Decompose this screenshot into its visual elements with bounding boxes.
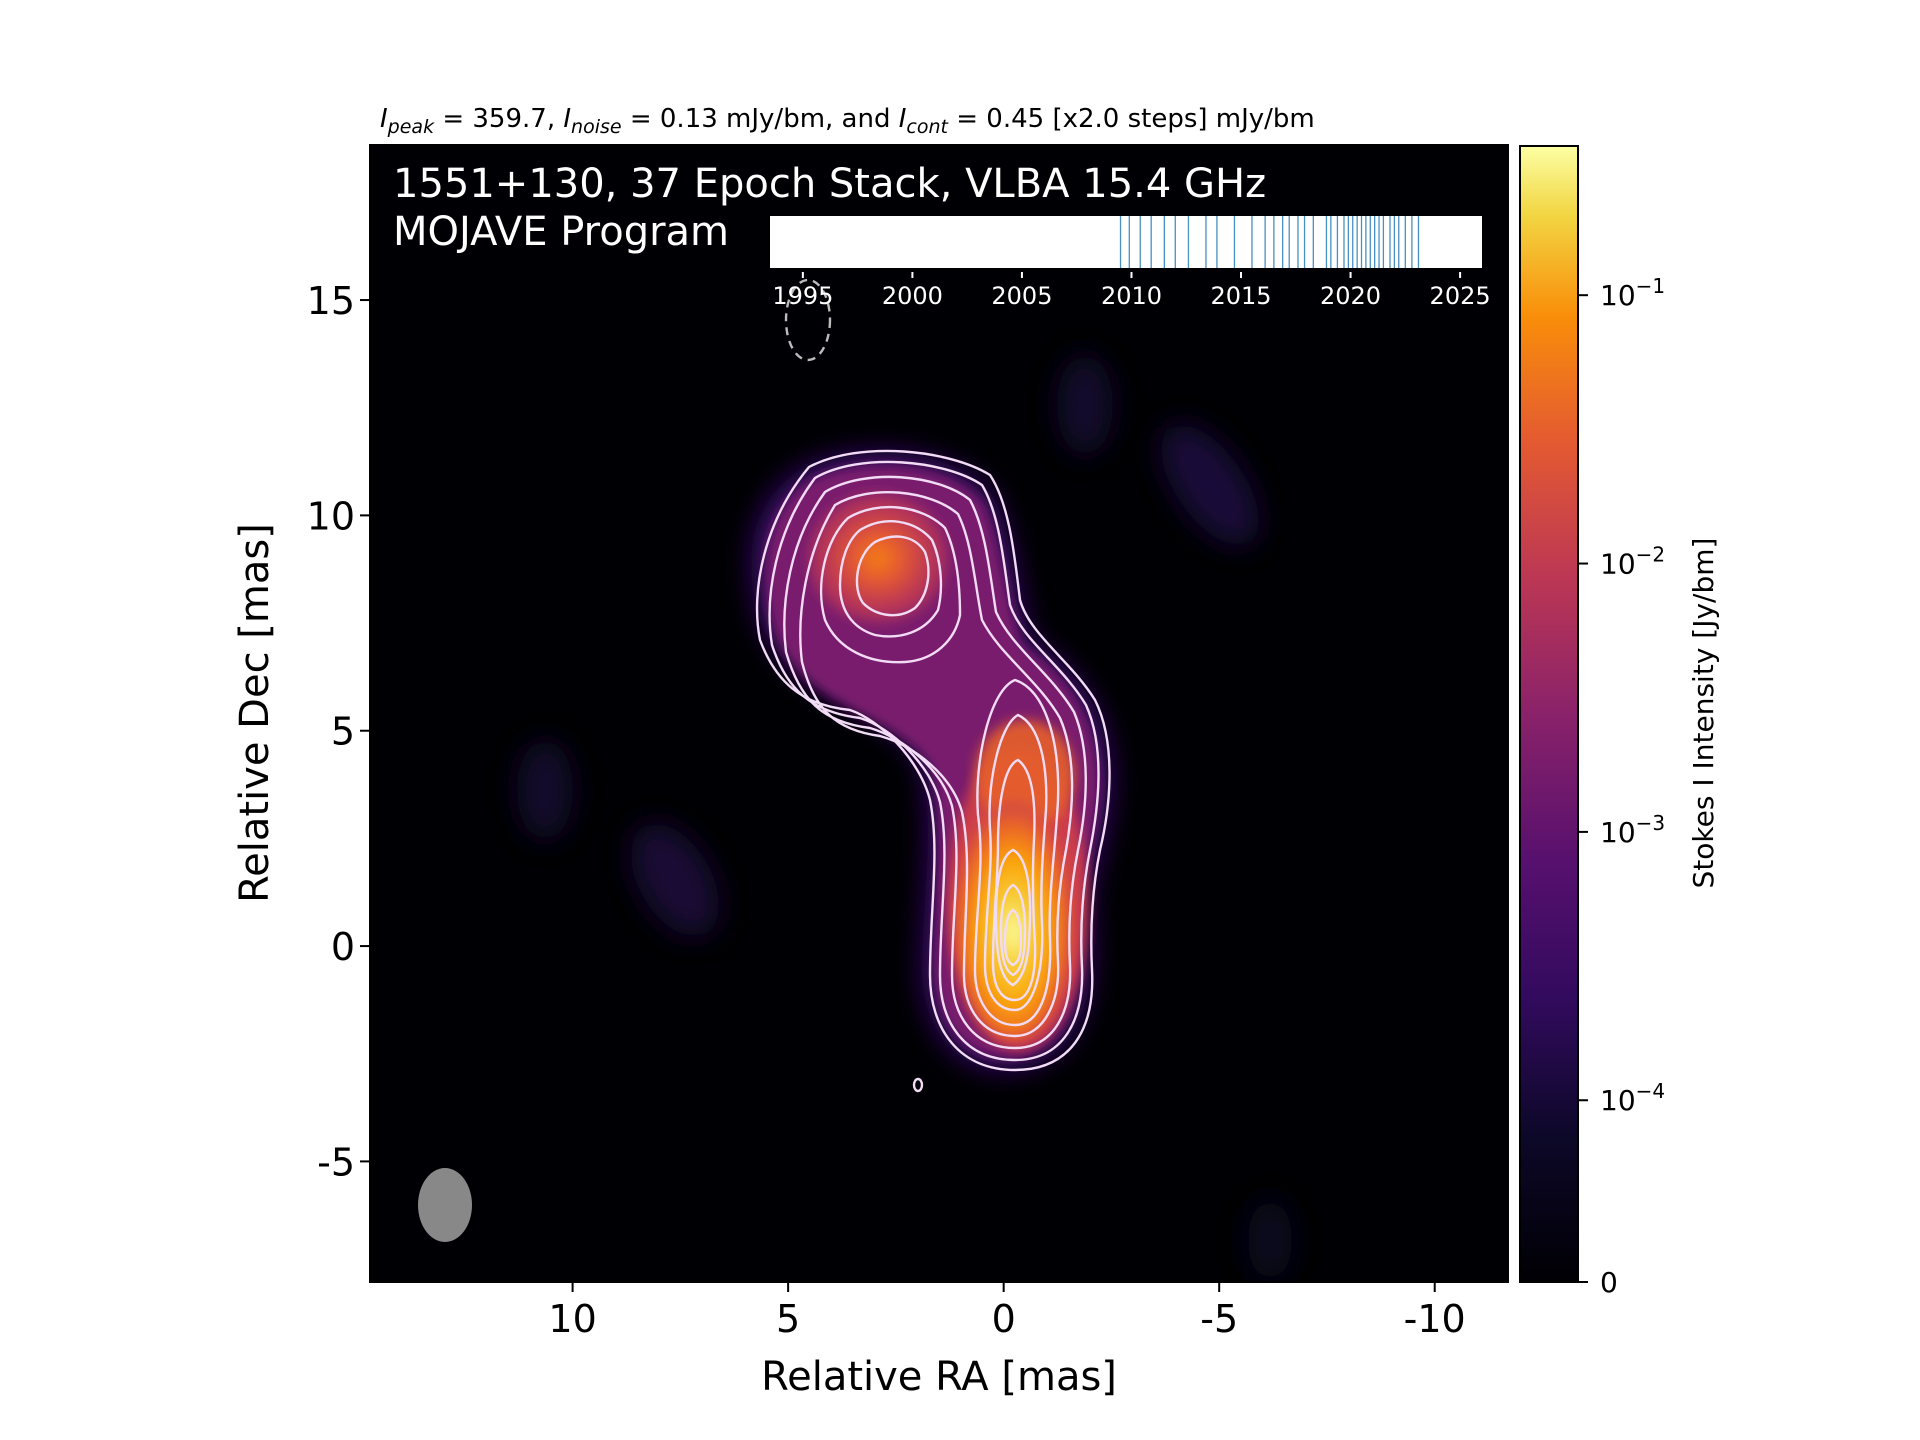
colorbar: 10−1 10−2 10−3 10−4 0 Stokes I Intensity [Jy… (1519, 145, 1720, 1299)
timeline-tick-label: 2005 (991, 282, 1052, 310)
x-tick-label: -5 (1200, 1297, 1238, 1341)
x-axis: 10 5 0 -5 -10 (548, 1282, 1466, 1341)
colorbar-tick-label: 0 (1600, 1266, 1618, 1299)
contours (755, 449, 1111, 1093)
y-axis-label: Relative Dec [mas] (232, 523, 278, 903)
contour-level-9 (999, 883, 1027, 977)
contour-level-5 (819, 506, 962, 664)
source-label-line1: 1551+130, 37 Epoch Stack, VLBA 15.4 GHz (393, 161, 1266, 207)
contour-level-7b (991, 758, 1037, 1002)
timeline-ticks: 1995 2000 2005 2010 2015 2020 2025 (772, 272, 1491, 310)
contour-level-10 (1003, 908, 1023, 967)
colorbar-tick-label: 10−4 (1600, 1079, 1665, 1117)
restoring-beam (418, 1168, 472, 1242)
noise-background (517, 355, 1292, 1280)
timeline-tick-label: 2015 (1210, 282, 1271, 310)
contour-isolated (912, 1077, 924, 1093)
contour-level-1 (755, 449, 1111, 1072)
chart-title: Ipeak = 359.7, Inoise = 0.13 mJy/bm, and… (380, 104, 1315, 138)
timeline-tick-label: 2010 (1101, 282, 1162, 310)
contour-level-2 (768, 460, 1100, 1062)
timeline-tick-label: 2000 (882, 282, 943, 310)
y-tick-label: 5 (331, 710, 355, 754)
x-tick-label: 10 (548, 1297, 596, 1341)
x-tick-label: 0 (992, 1297, 1016, 1341)
colorbar-label: Stokes I Intensity [Jy/bm] (1687, 538, 1720, 889)
source-label-line2: MOJAVE Program (393, 209, 729, 255)
contour-level-4 (799, 490, 1074, 1038)
y-tick-label: 10 (307, 494, 355, 538)
negative-contour (784, 278, 832, 362)
contour-level-8 (994, 848, 1032, 987)
contour-level-6 (838, 520, 943, 638)
contour-level-3 (783, 475, 1087, 1050)
timeline-tick-label: 1995 (772, 282, 833, 310)
y-tick-label: -5 (317, 1140, 355, 1184)
x-tick-label: 5 (776, 1297, 800, 1341)
colorbar-ticks: 10−1 10−2 10−3 10−4 0 (1578, 274, 1665, 1299)
y-axis: 15 10 5 0 -5 (307, 279, 370, 1184)
timeline-background (770, 216, 1482, 268)
timeline-tick-label: 2025 (1430, 282, 1491, 310)
plot-frame (369, 144, 1509, 1283)
x-axis-label: Relative RA [mas] (761, 1354, 1117, 1400)
epoch-timeline: 1995 2000 2005 2010 2015 2020 2025 (770, 216, 1491, 310)
colorbar-tick-label: 10−1 (1600, 274, 1665, 312)
contour-level-5b (973, 678, 1060, 1027)
colorbar-gradient (1519, 145, 1579, 1283)
colorbar-tick-label: 10−3 (1600, 811, 1665, 849)
contour-level-7 (855, 535, 930, 617)
image-panel: 1551+130, 37 Epoch Stack, VLBA 15.4 GHz … (369, 144, 1509, 1283)
contour-level-6b (983, 713, 1048, 1012)
y-tick-label: 15 (307, 279, 355, 323)
y-tick-label: 0 (331, 925, 355, 969)
x-tick-label: -10 (1404, 1297, 1466, 1341)
timeline-epochs (1119, 216, 1420, 268)
timeline-tick-label: 2020 (1320, 282, 1381, 310)
colorbar-tick-label: 10−2 (1600, 543, 1665, 581)
